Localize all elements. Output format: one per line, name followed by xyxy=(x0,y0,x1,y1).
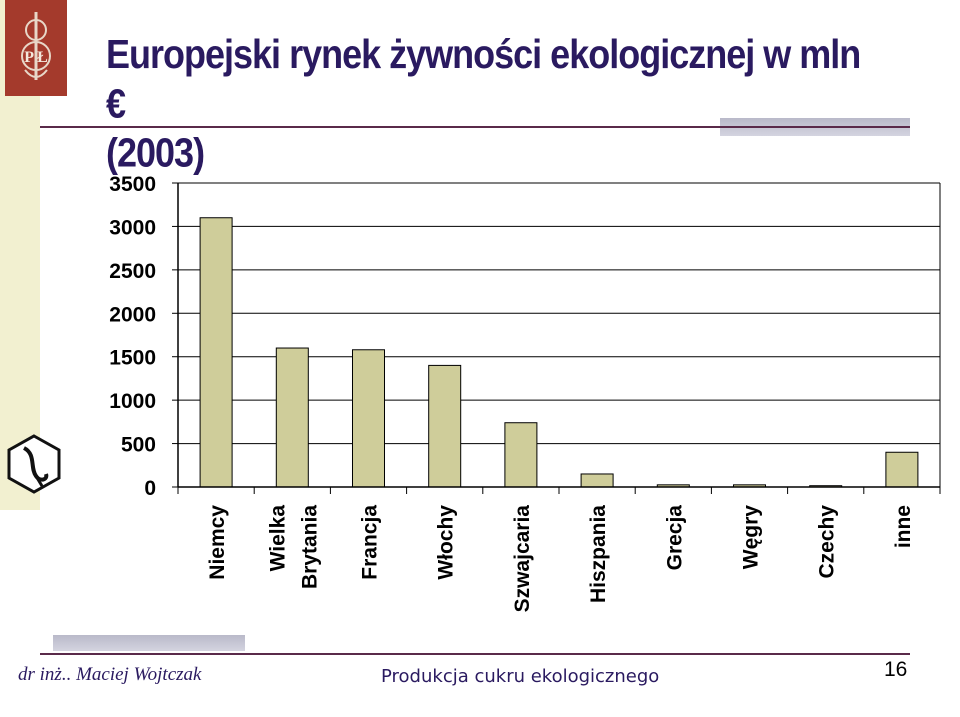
y-tick-label: 2500 xyxy=(109,260,156,283)
bar-inne xyxy=(885,451,919,488)
page-number: 16 xyxy=(884,658,908,681)
axes xyxy=(172,182,941,494)
chart-title: Europejski rynek żywności ekologicznej w… xyxy=(106,31,861,176)
footer-title: Produkcja cukru ekologicznego xyxy=(381,666,660,687)
y-tick-label: 1000 xyxy=(109,390,156,413)
bar-szwajcaria xyxy=(504,422,538,488)
y-tick-label: 3500 xyxy=(109,173,156,196)
y-tick-labels: 0 500 1000 1500 2000 2500 3000 3500 xyxy=(109,173,156,500)
bar-hiszpania xyxy=(580,473,614,488)
x-category-label: Niemcy xyxy=(206,505,229,580)
bar-niemcy xyxy=(199,217,233,488)
footer-decorative-bar xyxy=(53,635,245,651)
chart-subtitle: (2003) xyxy=(106,129,205,176)
footer-divider xyxy=(40,653,910,655)
footer-author: dr inż.. Maciej Wojtczak xyxy=(18,664,202,685)
bar-francja xyxy=(351,349,386,488)
x-category-labels: Niemcy Wielka Brytania Francja Włochy Szwajca… xyxy=(206,505,915,613)
bar-włochy xyxy=(428,364,462,488)
x-category-label: Węgry xyxy=(740,505,763,570)
x-category-label: Szwajcaria xyxy=(511,505,534,613)
y-tick-label: 1500 xyxy=(109,347,156,370)
x-category-label: Czechy xyxy=(816,505,839,579)
bar-wielka-brytania xyxy=(275,347,309,488)
x-category-label: Wielka xyxy=(266,505,289,572)
university-logo: P Ł xyxy=(5,0,67,96)
x-category-label: Włochy xyxy=(435,505,458,580)
x-category-label: Hiszpania xyxy=(587,505,610,603)
x-category-label: Grecja xyxy=(663,505,686,571)
y-tick-label: 500 xyxy=(121,434,156,457)
bar-chart: 0 500 1000 1500 2000 2500 3000 3500 Niemcy Wielk… xyxy=(109,173,941,613)
logo-graphic: P Ł xyxy=(9,4,63,92)
y-tick-label: 3000 xyxy=(109,216,156,239)
y-tick-label: 2000 xyxy=(109,303,156,326)
gridlines xyxy=(178,182,941,487)
x-category-label: inne xyxy=(892,505,915,548)
svg-text:P Ł: P Ł xyxy=(24,49,48,66)
x-category-label: Brytania xyxy=(298,505,321,589)
side-emblem-icon xyxy=(7,434,61,494)
bars xyxy=(199,217,919,488)
header-divider xyxy=(40,126,910,128)
y-tick-label: 0 xyxy=(144,477,156,500)
x-category-label: Francja xyxy=(359,505,382,580)
